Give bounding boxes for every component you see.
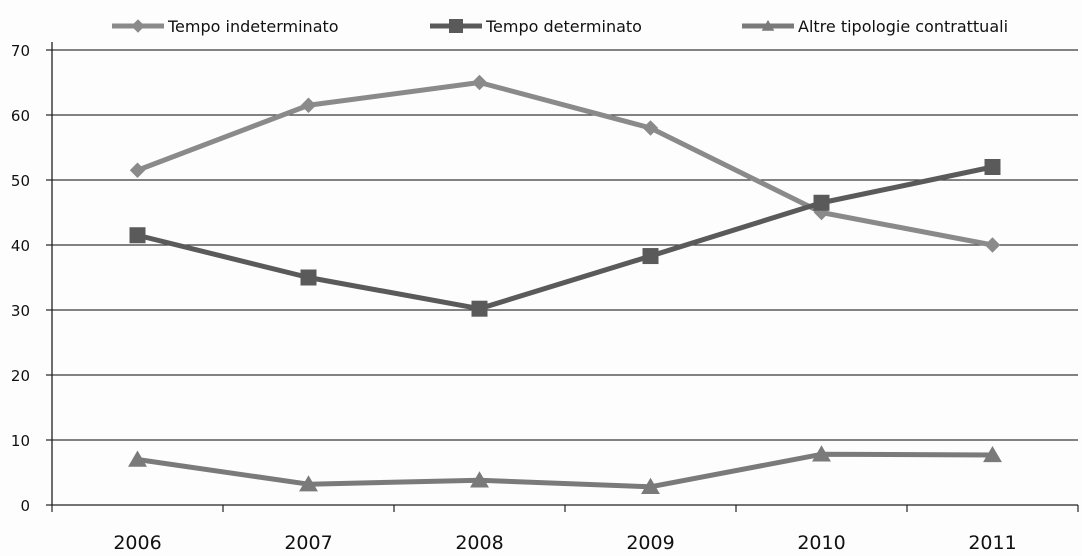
data-point	[470, 471, 489, 488]
axes: 0 10 20 30 40 50 60 70 2006 2007 2008 2009 2010 2011	[11, 42, 1079, 554]
series-layer	[128, 74, 1002, 494]
data-point	[984, 159, 1001, 175]
series-diamond	[129, 74, 1001, 253]
series-line	[136, 80, 993, 248]
x-tick-label: 2011	[968, 532, 1016, 554]
legend-item: Tempo indeterminato	[112, 17, 339, 36]
y-tick-label: 40	[11, 237, 30, 255]
data-point	[471, 74, 488, 91]
x-tick-label: 2010	[797, 532, 845, 554]
legend-label: Tempo determinato	[485, 17, 642, 36]
series-triangle	[128, 445, 1002, 494]
x-tick-label: 2007	[284, 532, 332, 554]
data-point	[642, 248, 659, 265]
data-point	[813, 194, 830, 211]
data-point	[812, 445, 831, 462]
grid-lines	[52, 49, 1078, 441]
y-tick-label: 20	[11, 367, 30, 385]
legend-marker	[761, 20, 775, 31]
data-point	[299, 475, 318, 492]
x-tick-label: 2006	[113, 532, 161, 554]
data-point	[300, 97, 317, 113]
data-point	[984, 237, 1001, 253]
data-point	[129, 227, 146, 244]
y-tick-label: 50	[11, 172, 30, 190]
legend-item: Tempo determinato	[430, 17, 642, 36]
legend-label: Altre tipologie contrattuali	[798, 17, 1008, 36]
legend-item: Altre tipologie contrattuali	[742, 17, 1008, 36]
y-tick-label: 0	[20, 497, 30, 515]
data-point	[129, 162, 146, 178]
series-line	[137, 451, 993, 490]
x-tick-label: 2008	[455, 532, 503, 554]
y-tick-label: 60	[11, 107, 30, 125]
series-line	[136, 164, 994, 312]
x-tick-label: 2009	[626, 532, 674, 554]
y-tick-label: 10	[11, 432, 30, 450]
data-point	[300, 269, 317, 286]
legend: Tempo indeterminato Tempo determinato Altr…	[112, 17, 1008, 36]
legend-label: Tempo indeterminato	[167, 17, 339, 36]
data-point	[128, 450, 147, 467]
series-square	[129, 159, 1001, 317]
legend-marker	[449, 19, 463, 33]
data-point	[641, 477, 660, 494]
y-tick-label: 70	[11, 42, 30, 60]
y-tick-label: 30	[11, 302, 30, 320]
data-point	[983, 445, 1002, 463]
data-point	[642, 120, 659, 136]
data-point	[471, 300, 488, 317]
legend-marker	[131, 19, 145, 33]
